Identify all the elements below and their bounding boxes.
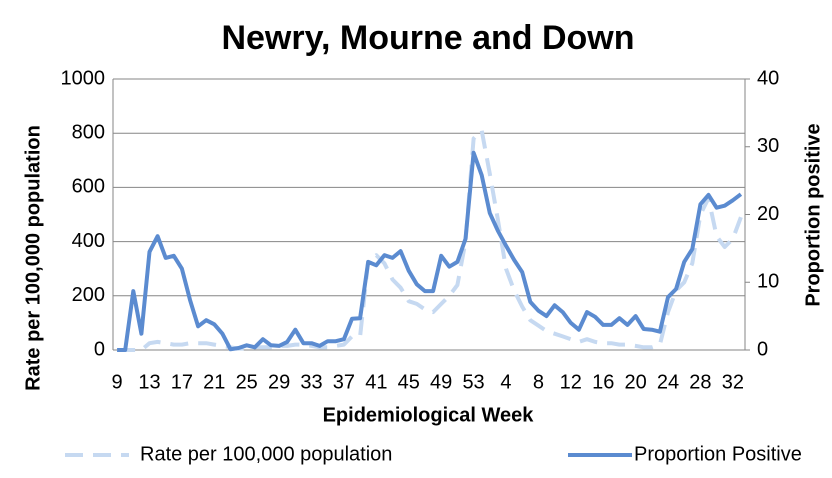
x-tick-label: 53 — [462, 371, 484, 393]
x-tick-label: 24 — [657, 371, 679, 393]
x-tick-label: 12 — [560, 371, 582, 393]
x-tick-label: 9 — [111, 371, 122, 393]
x-tick-label: 45 — [398, 371, 420, 393]
y2-tick-label: 0 — [757, 338, 768, 360]
y-tick-label: 1000 — [61, 67, 106, 89]
y2-tick-label: 30 — [757, 135, 779, 157]
legend-label: Rate per 100,000 population — [140, 443, 392, 465]
x-tick-label: 4 — [500, 371, 511, 393]
x-tick-label: 25 — [236, 371, 258, 393]
x-tick-label: 17 — [171, 371, 193, 393]
x-tick-label: 29 — [268, 371, 290, 393]
legend-label: Proportion Positive — [634, 443, 802, 465]
x-tick-label: 33 — [300, 371, 322, 393]
x-tick-label: 13 — [138, 371, 160, 393]
y-tick-label: 600 — [72, 176, 105, 198]
y-tick-label: 200 — [72, 284, 105, 306]
x-tick-label: 37 — [333, 371, 355, 393]
y-tick-label: 800 — [72, 121, 105, 143]
x-tick-label: 41 — [365, 371, 387, 393]
series-line — [117, 150, 743, 352]
x-axis-label: Epidemiological Week — [323, 404, 535, 426]
series-line — [117, 128, 743, 352]
x-tick-label: 28 — [689, 371, 711, 393]
x-tick-label: 21 — [203, 371, 225, 393]
y-tick-label: 400 — [72, 230, 105, 252]
y-tick-label: 0 — [94, 338, 105, 360]
y2-tick-label: 10 — [757, 271, 779, 293]
x-tick-label: 16 — [592, 371, 614, 393]
x-tick-label: 8 — [533, 371, 544, 393]
y2-tick-label: 40 — [757, 67, 779, 89]
y2-tick-label: 20 — [757, 203, 779, 225]
x-tick-label: 32 — [722, 371, 744, 393]
chart-title: Newry, Mourne and Down — [221, 19, 634, 57]
y2-axis-label: Proportion positive — [802, 123, 824, 306]
x-tick-label: 49 — [430, 371, 452, 393]
x-tick-label: 20 — [624, 371, 646, 393]
y-axis-label: Rate per 100,000 population — [22, 125, 44, 391]
